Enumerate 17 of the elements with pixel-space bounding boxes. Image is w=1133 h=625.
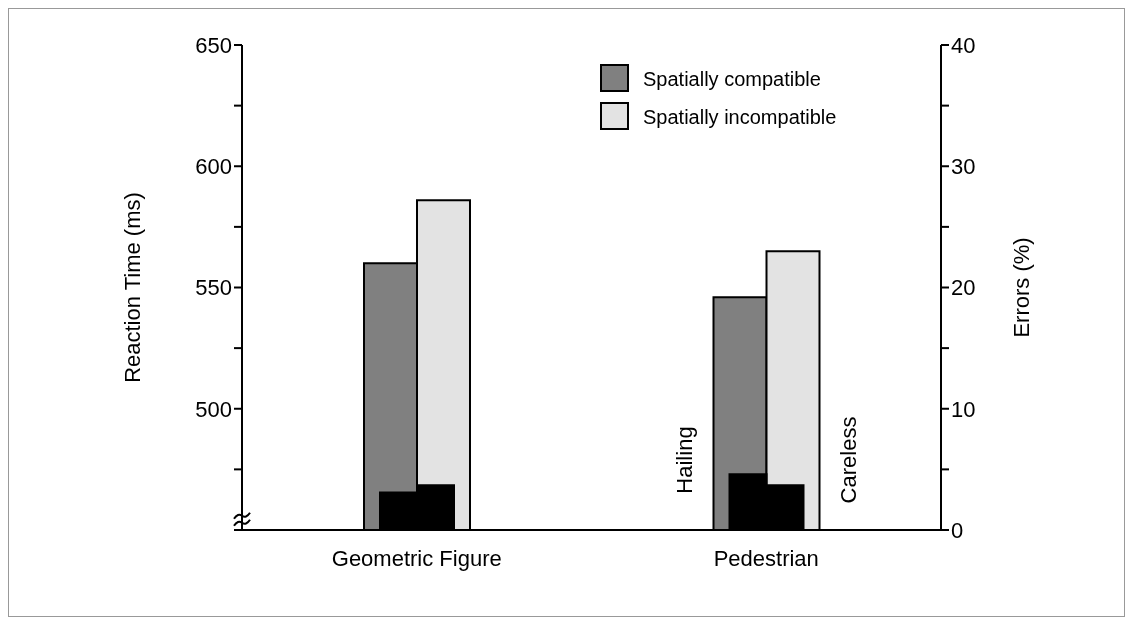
y2-tick-label: 40 xyxy=(951,32,976,58)
x-tick-label: Pedestrian xyxy=(713,545,819,571)
y2-tick-label: 10 xyxy=(951,396,976,422)
y2-tick-label: 30 xyxy=(951,154,976,180)
y2-tick-label: 0 xyxy=(951,517,964,543)
annotation: Careless xyxy=(835,416,861,504)
y-tick-label: 500 xyxy=(195,396,232,422)
y-axis-title: Reaction Time (ms) xyxy=(119,192,145,383)
legend-label: Spatially incompatible xyxy=(643,106,837,128)
annotation: Hailing xyxy=(671,426,697,494)
legend-label: Spatially compatible xyxy=(643,68,821,90)
y2-tick-label: 20 xyxy=(951,275,976,301)
y-tick-label: 600 xyxy=(195,154,232,180)
y-tick-label: 550 xyxy=(195,275,232,301)
x-tick-label: Geometric Figure xyxy=(331,545,502,571)
y-tick-label: 650 xyxy=(195,32,232,58)
y2-axis-title: Errors (%) xyxy=(1008,237,1034,338)
